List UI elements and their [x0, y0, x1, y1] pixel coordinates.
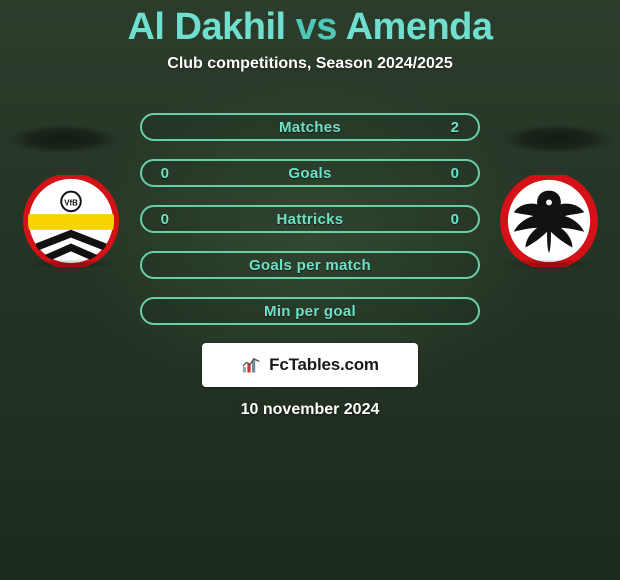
crest-right	[500, 175, 598, 267]
stat-row: Matches2	[140, 113, 480, 141]
stat-left-value: 0	[156, 165, 174, 182]
watermark-text: FcTables.com	[269, 355, 379, 375]
stat-right-value: 0	[446, 211, 464, 228]
shadow-left	[8, 125, 118, 153]
stat-row: 0Hattricks0	[140, 205, 480, 233]
stat-right-value: 2	[446, 119, 464, 136]
stat-right-value: 0	[446, 165, 464, 182]
stat-left-value: 0	[156, 211, 174, 228]
stat-label: Goals	[174, 165, 446, 182]
vs-text: vs	[296, 6, 337, 48]
date-text: 10 november 2024	[0, 401, 620, 419]
stat-label: Matches	[174, 119, 446, 136]
stat-label: Goals per match	[174, 257, 446, 274]
svg-text:VfB: VfB	[64, 198, 78, 207]
subtitle: Club competitions, Season 2024/2025	[0, 55, 620, 73]
chart-icon	[241, 356, 263, 374]
stat-label: Hattricks	[174, 211, 446, 228]
stat-row: 0Goals0	[140, 159, 480, 187]
player2-name: Amenda	[346, 6, 493, 48]
stat-row: Min per goal	[140, 297, 480, 325]
crest-left: VfB	[22, 175, 120, 267]
shadow-right	[502, 125, 612, 153]
stat-label: Min per goal	[174, 303, 446, 320]
page-title: Al Dakhil vs Amenda	[0, 0, 620, 49]
stat-row: Goals per match	[140, 251, 480, 279]
watermark: FcTables.com	[202, 343, 418, 387]
player1-name: Al Dakhil	[127, 6, 285, 48]
